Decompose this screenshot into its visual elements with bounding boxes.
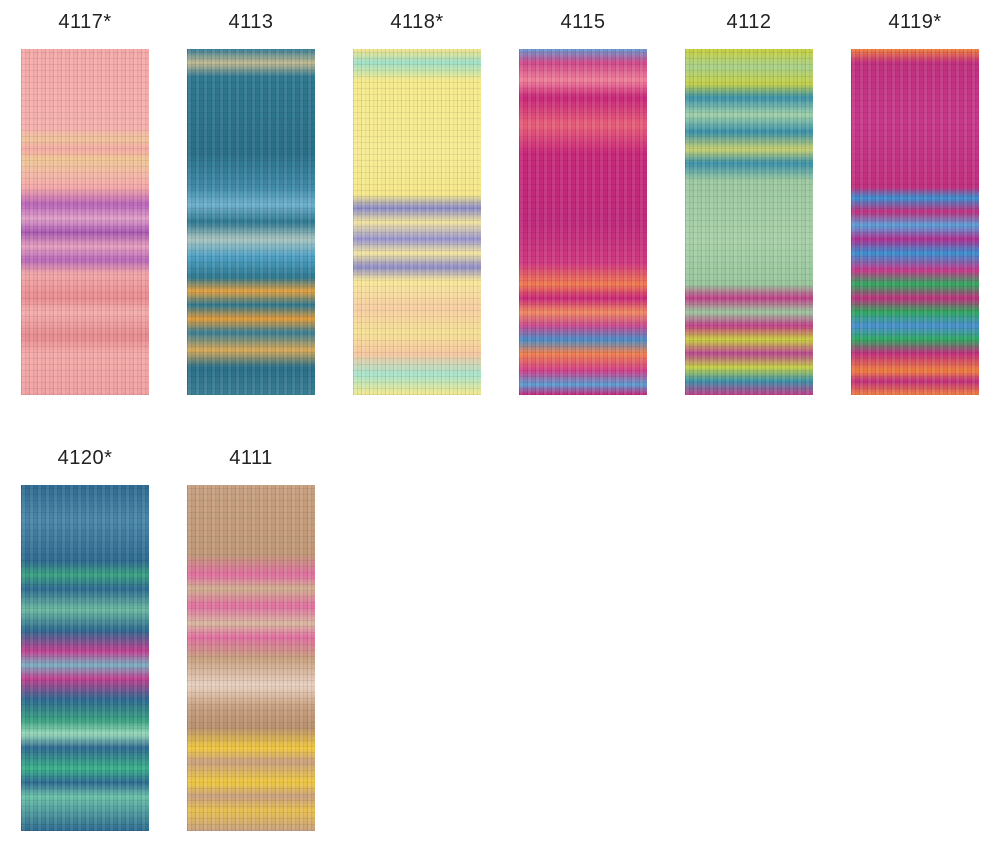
swatch-label: 4111 bbox=[229, 447, 273, 469]
swatch: 4113 bbox=[187, 9, 315, 395]
swatch: 4112 bbox=[685, 9, 813, 395]
swatch-image bbox=[187, 49, 315, 395]
swatch-image bbox=[21, 485, 149, 831]
swatch-image bbox=[21, 49, 149, 395]
swatch: 4118* bbox=[353, 9, 481, 395]
swatch: 4115 bbox=[519, 9, 647, 395]
swatch-image bbox=[353, 49, 481, 395]
swatch-label: 4112 bbox=[726, 11, 772, 33]
swatch: 4111 bbox=[187, 445, 315, 831]
swatch-label: 4118* bbox=[390, 11, 444, 33]
swatch-label: 4113 bbox=[228, 11, 274, 33]
swatch-label: 4117* bbox=[58, 11, 112, 33]
swatch: 4117* bbox=[21, 9, 149, 395]
swatch-label: 4120* bbox=[57, 447, 113, 469]
swatch-image bbox=[187, 485, 315, 831]
swatch-image bbox=[851, 49, 979, 395]
swatch-label: 4119* bbox=[888, 11, 942, 33]
swatch-image bbox=[685, 49, 813, 395]
swatch-image bbox=[519, 49, 647, 395]
swatch: 4120* bbox=[21, 445, 149, 831]
swatch: 4119* bbox=[851, 9, 979, 395]
swatch-label: 4115 bbox=[560, 11, 606, 33]
